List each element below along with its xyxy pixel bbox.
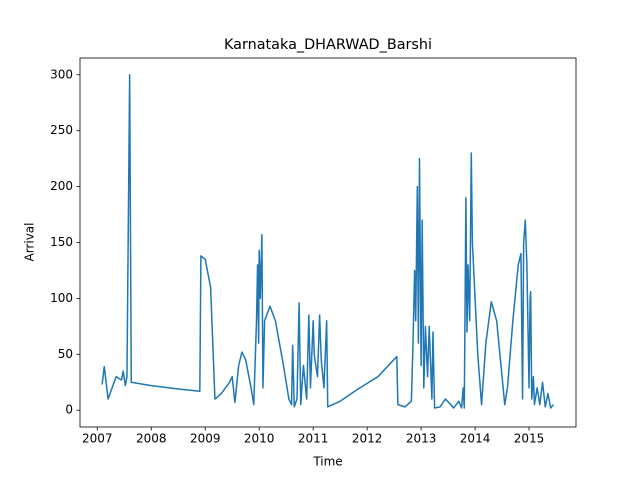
x-tick-label: 2013 [406,432,437,446]
y-tick-label: 0 [65,403,73,417]
axes-frame [79,57,577,428]
x-tick-label: 2012 [352,432,383,446]
data-line [101,74,554,409]
y-axis-label: Arrival [23,223,37,262]
x-tick-label: 2011 [298,432,329,446]
y-tick-label: 250 [50,123,73,137]
y-tick-label: 100 [50,291,73,305]
y-tick-label: 150 [50,235,73,249]
x-tick-label: 2008 [136,432,167,446]
chart-title: Karnataka_DHARWAD_Barshi [224,37,432,53]
y-tick-label: 300 [50,67,73,81]
y-tick-label: 50 [58,347,73,361]
x-axis-label: Time [312,455,342,469]
y-tick-label: 200 [50,179,73,193]
x-tick-label: 2007 [82,432,113,446]
x-tick-label: 2015 [514,432,545,446]
x-tick-label: 2014 [460,432,491,446]
x-tick-label: 2009 [190,432,221,446]
x-tick-label: 2010 [244,432,275,446]
